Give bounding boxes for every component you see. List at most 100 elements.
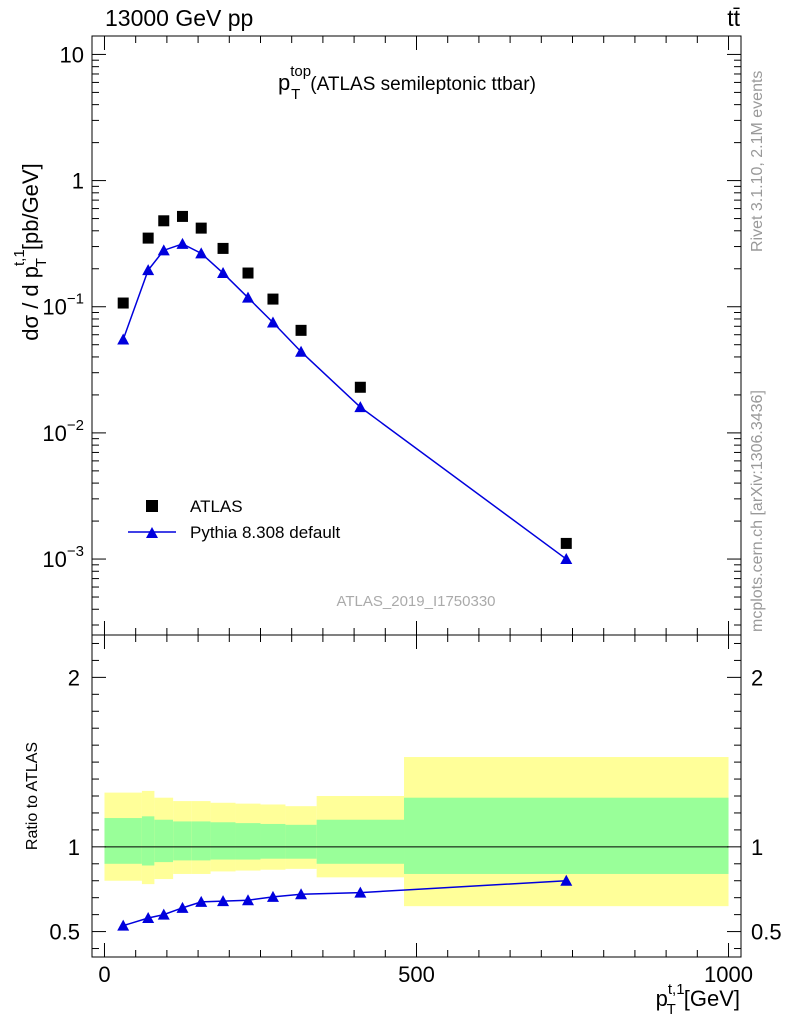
ratio-ytick-label-left: 2 xyxy=(68,665,80,690)
plot-title-rest: (ATLAS semileptonic ttbar) xyxy=(310,74,536,95)
ratio-pythia-point xyxy=(560,874,573,886)
uncertainty-band-green xyxy=(154,819,174,863)
ratio-pythia-point xyxy=(354,886,367,898)
pythia-data-point xyxy=(560,553,573,565)
main-ytick-label: 10 xyxy=(60,42,84,67)
atlas-data-point xyxy=(142,232,154,244)
pythia-data-point xyxy=(295,345,308,357)
pythia-data-point xyxy=(266,316,279,328)
atlas-data-point xyxy=(267,293,279,305)
pythia-data-point xyxy=(157,244,170,256)
legend-pythia-label: Pythia 8.308 default xyxy=(190,523,341,542)
main-ytick-label: 10−2 xyxy=(42,417,84,446)
ratio-ytick-label-right: 1 xyxy=(751,835,763,860)
energy-label: 13000 GeV pp xyxy=(105,5,253,31)
ratio-pythia-point xyxy=(142,912,155,924)
main-y-axis-label: dσ / d pt,1 T [pb/GeV] xyxy=(11,163,50,340)
legend-atlas-marker xyxy=(146,500,158,512)
x-tick-label: 500 xyxy=(398,962,435,987)
ratio-panel: 0.5 0.5 1 1 2 2 0 500 1000 Ratio to ATLAS pt,1 T [… xyxy=(24,634,782,1018)
main-ytick-label: 10−3 xyxy=(42,543,84,572)
uncertainty-band-green xyxy=(285,824,317,859)
pythia-data-point xyxy=(142,264,155,276)
uncertainty-band-green xyxy=(173,821,192,861)
atlas-data-point xyxy=(295,324,307,336)
x-label-sub: T xyxy=(667,1001,676,1018)
main-y-label-sup: t,1 xyxy=(11,249,28,266)
legend: ATLAS Pythia 8.308 default xyxy=(128,497,341,542)
main-y-label-main: dσ / d p xyxy=(18,266,43,341)
main-ytick-label: 1 xyxy=(72,169,84,194)
x-label-sup: t,1 xyxy=(668,981,685,998)
x-label-main: p xyxy=(656,986,668,1011)
main-ytick-exponent: −2 xyxy=(67,417,84,434)
legend-pythia-marker xyxy=(146,527,158,538)
atlas-data-point xyxy=(176,210,188,222)
main-ytick-base: 10 xyxy=(42,421,66,446)
main-y-label-unit: [pb/GeV] xyxy=(18,163,43,250)
ratio-ytick-label-right: 2 xyxy=(751,665,763,690)
main-ytick-label: 10−1 xyxy=(42,291,84,320)
ratio-plot-frame xyxy=(91,634,742,958)
ratio-axis-ticks: 0.5 0.5 1 1 2 2 0 500 1000 xyxy=(49,635,782,987)
x-axis-label: pt,1 T [GeV] xyxy=(656,981,740,1018)
main-series-marks xyxy=(117,210,573,565)
ratio-pythia-point xyxy=(157,908,170,920)
uncertainty-band-green xyxy=(235,823,261,860)
atlas-data-point xyxy=(354,381,366,393)
analysis-label: ATLAS_2019_I1750330 xyxy=(336,593,495,610)
plot-title-main: p xyxy=(278,70,290,95)
pythia-data-point xyxy=(354,401,367,413)
ratio-ytick-label-left: 0.5 xyxy=(49,920,80,945)
atlas-data-point xyxy=(158,215,170,227)
uncertainty-band-green xyxy=(104,818,142,864)
ratio-pythia-point xyxy=(195,895,208,907)
atlas-data-point xyxy=(117,297,129,309)
main-ytick-exponent: −3 xyxy=(67,543,84,560)
atlas-data-point xyxy=(242,267,254,279)
ratio-bands xyxy=(104,757,729,907)
main-ytick-base: 10 xyxy=(42,295,66,320)
x-tick-label: 1000 xyxy=(704,962,753,987)
rivet-label: Rivet 3.1.10, 2.1M events xyxy=(749,71,766,252)
pythia-data-point xyxy=(217,267,230,279)
process-label: tt̄ xyxy=(727,5,740,31)
uncertainty-band-green xyxy=(191,821,211,861)
ratio-pythia-point xyxy=(217,895,230,907)
uncertainty-band-green xyxy=(141,816,155,866)
ratio-y-axis-label: Ratio to ATLAS xyxy=(24,742,41,850)
uncertainty-band-green xyxy=(210,822,236,860)
legend-atlas-label: ATLAS xyxy=(190,497,243,516)
uncertainty-band-green xyxy=(316,819,405,864)
uncertainty-band-green xyxy=(260,823,286,859)
ratio-ytick-label-left: 1 xyxy=(68,835,80,860)
mcplots-label: mcplots.cern.ch [arXiv:1306.3436] xyxy=(749,390,766,632)
ratio-series-marks xyxy=(117,874,573,931)
ratio-pythia-point xyxy=(117,919,130,931)
x-tick-label: 0 xyxy=(98,962,110,987)
main-plot-frame xyxy=(91,35,742,636)
plot-title: ptop T (ATLAS semileptonic ttbar) xyxy=(278,63,536,103)
pythia-data-point xyxy=(195,247,208,259)
pythia-data-point xyxy=(242,291,255,303)
atlas-data-point xyxy=(195,222,207,234)
main-ytick-exponent: −1 xyxy=(67,291,84,308)
main-ytick-base: 10 xyxy=(42,547,66,572)
atlas-data-point xyxy=(560,537,572,549)
ratio-pythia-point xyxy=(266,890,279,902)
uncertainty-band-green xyxy=(404,797,729,874)
ratio-ytick-label-right: 0.5 xyxy=(751,920,782,945)
ratio-pythia-point xyxy=(176,901,189,913)
atlas-data-point xyxy=(217,242,229,254)
x-label-unit: [GeV] xyxy=(684,986,740,1011)
pythia-data-point xyxy=(176,237,189,249)
plot-title-sup: top xyxy=(290,63,311,80)
ratio-pythia-point xyxy=(295,888,308,900)
plot-title-sub: T xyxy=(291,86,300,103)
pythia-data-point xyxy=(117,333,130,345)
main-y-label-sub: T xyxy=(33,258,50,267)
ratio-pythia-point xyxy=(242,894,255,906)
